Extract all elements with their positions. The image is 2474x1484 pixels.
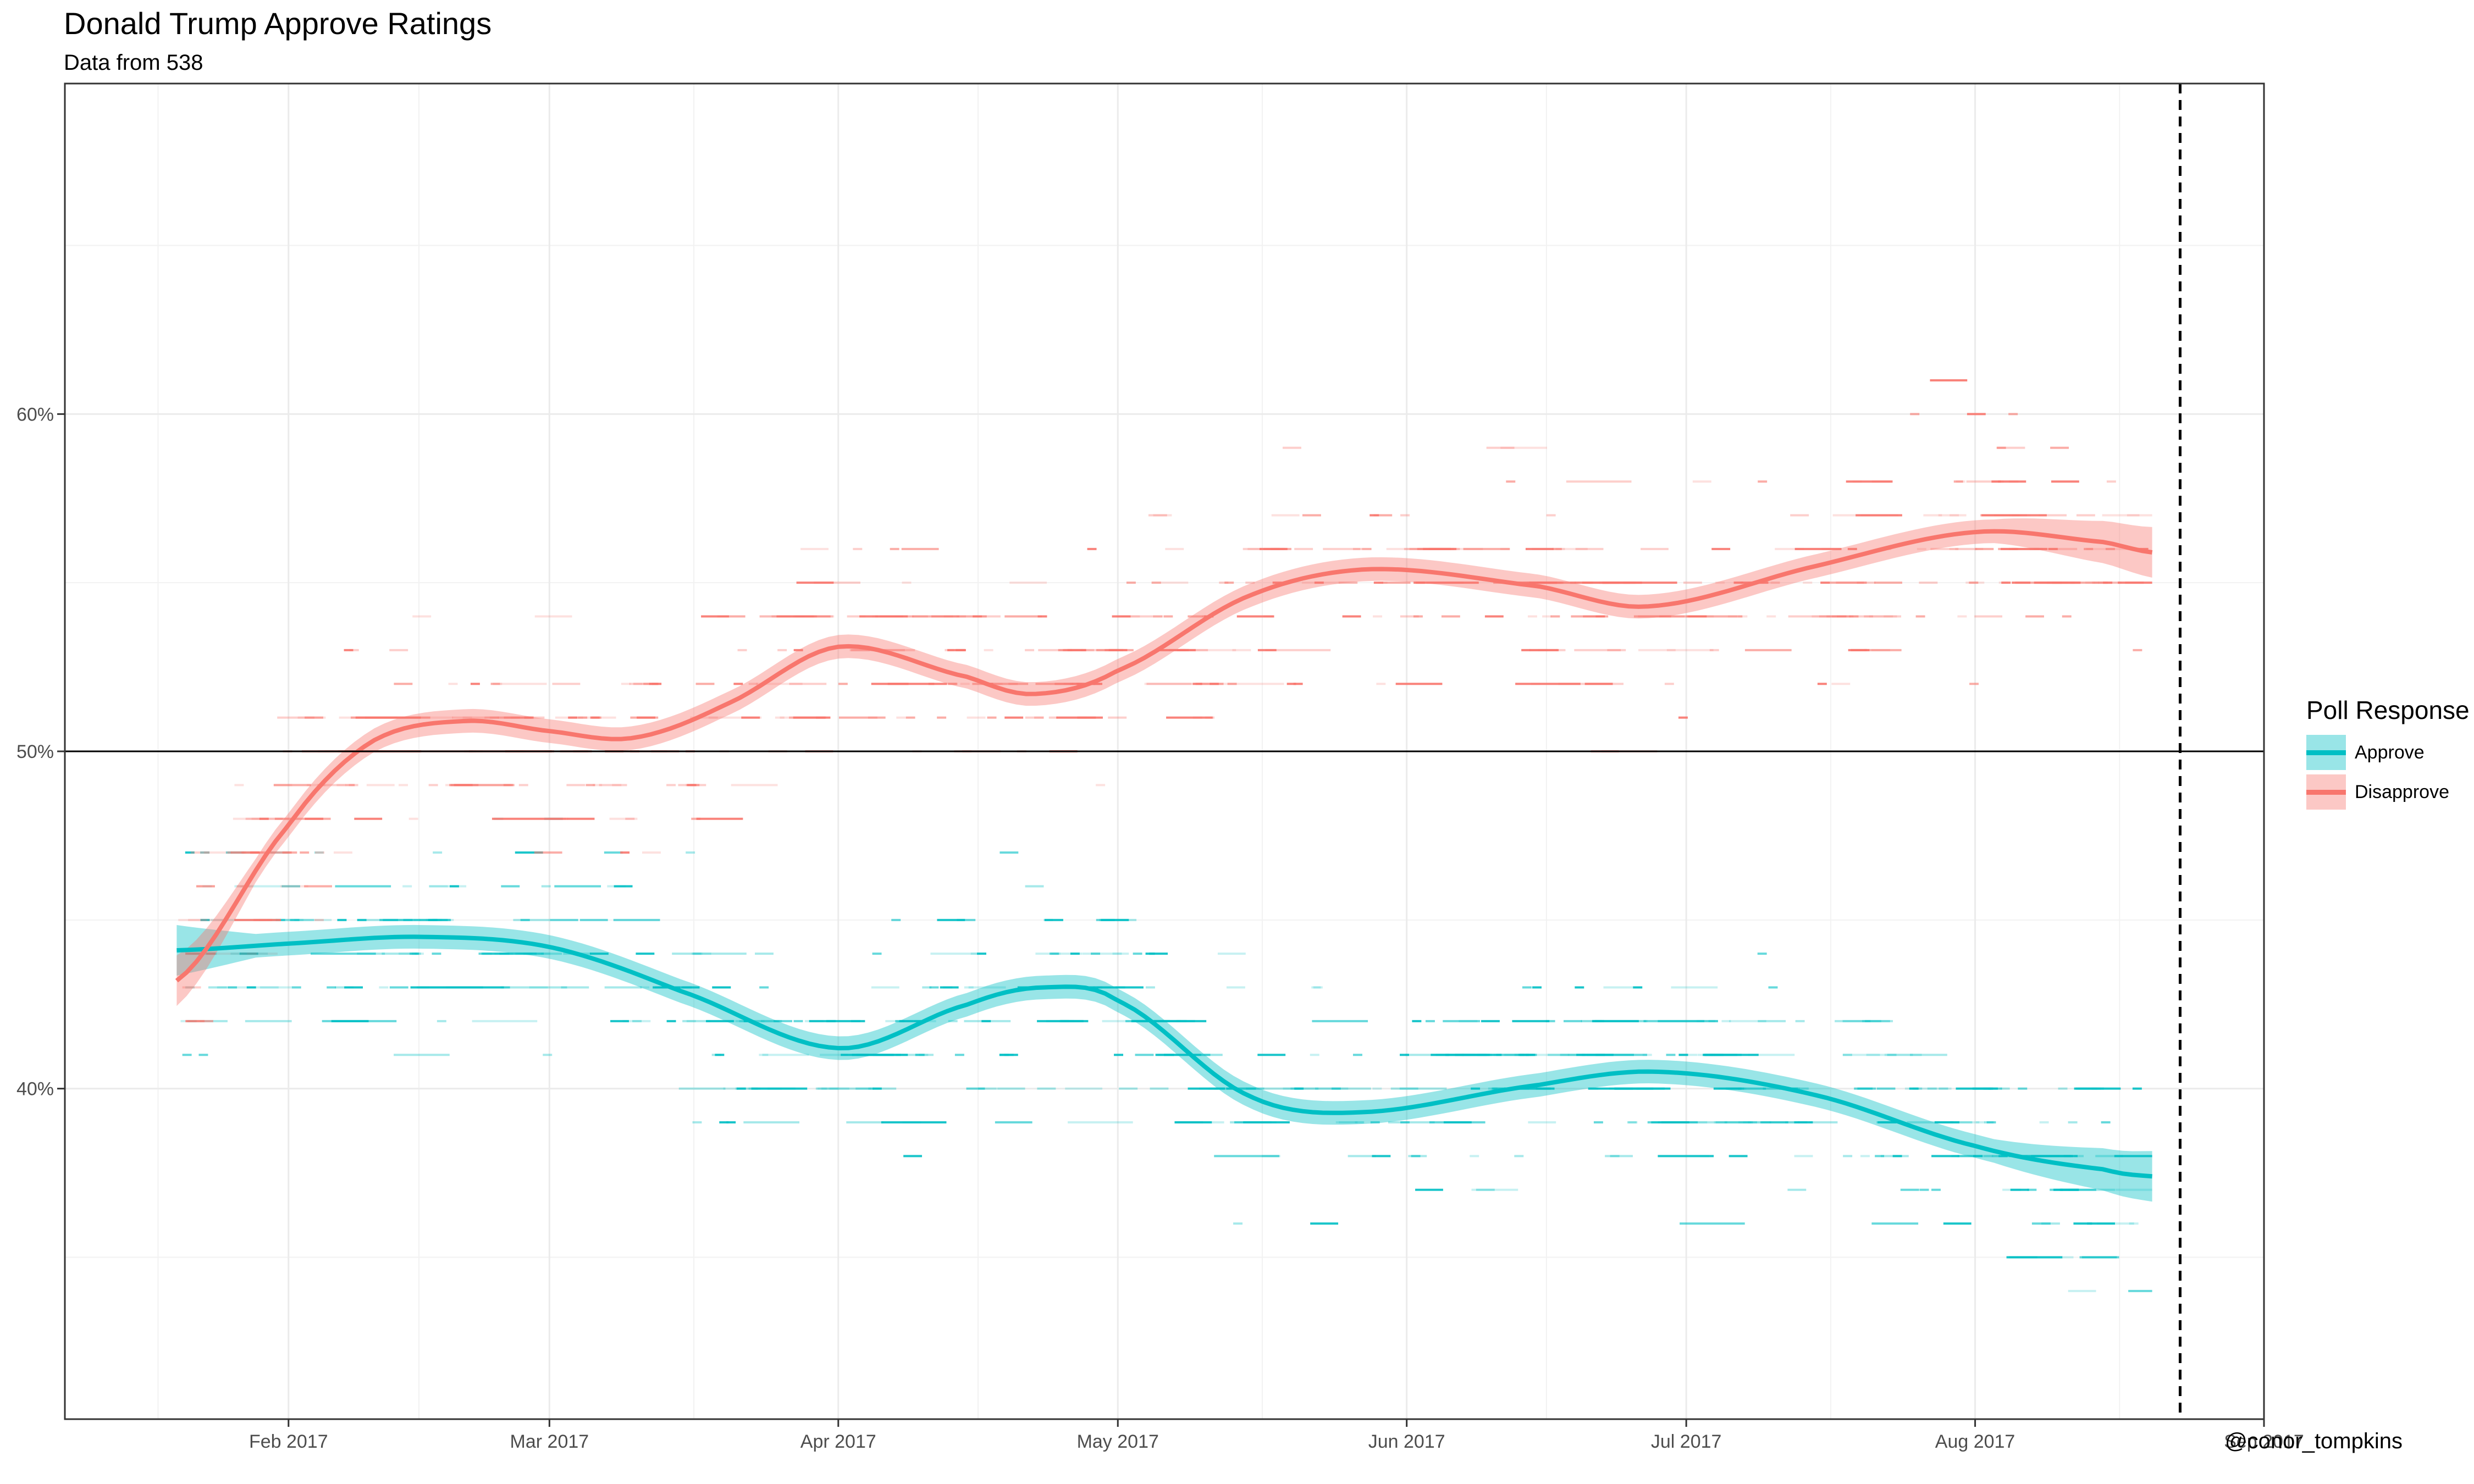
legend-item-disapprove: Disapprove (2306, 772, 2470, 812)
legend-label-disapprove: Disapprove (2355, 781, 2449, 802)
x-tick-label: Mar 2017 (510, 1431, 589, 1452)
x-tick-label: May 2017 (1077, 1431, 1159, 1452)
y-tick-label: 50% (16, 741, 54, 762)
trend-line-disapprove (175, 529, 2153, 983)
trend-line-approve (176, 934, 2152, 1179)
chart-caption: @conor_tompkins (2225, 1429, 2403, 1453)
confidence-band-approve (176, 924, 2152, 1202)
legend-key-disapprove (2306, 772, 2346, 812)
legend-label-approve: Approve (2355, 741, 2425, 763)
x-tick-label: Feb 2017 (249, 1431, 328, 1452)
chart-subtitle: Data from 538 (64, 51, 203, 75)
x-tick-label: Sep 2017 (2224, 1431, 2304, 1452)
legend-title: Poll Response (2306, 696, 2470, 724)
x-tick-label: Aug 2017 (1935, 1431, 2015, 1452)
y-tick-label: 40% (16, 1079, 54, 1100)
legend-item-approve: Approve (2306, 733, 2470, 772)
y-tick-label: 60% (16, 404, 54, 425)
x-tick-label: Jul 2017 (1651, 1431, 1722, 1452)
chart-title: Donald Trump Approve Ratings (64, 6, 492, 41)
x-tick-label: Jun 2017 (1368, 1431, 1445, 1452)
legend-key-approve (2306, 733, 2346, 772)
x-tick-label: Apr 2017 (800, 1431, 876, 1452)
legend: Poll Response Approve Disapprove (2306, 695, 2470, 812)
